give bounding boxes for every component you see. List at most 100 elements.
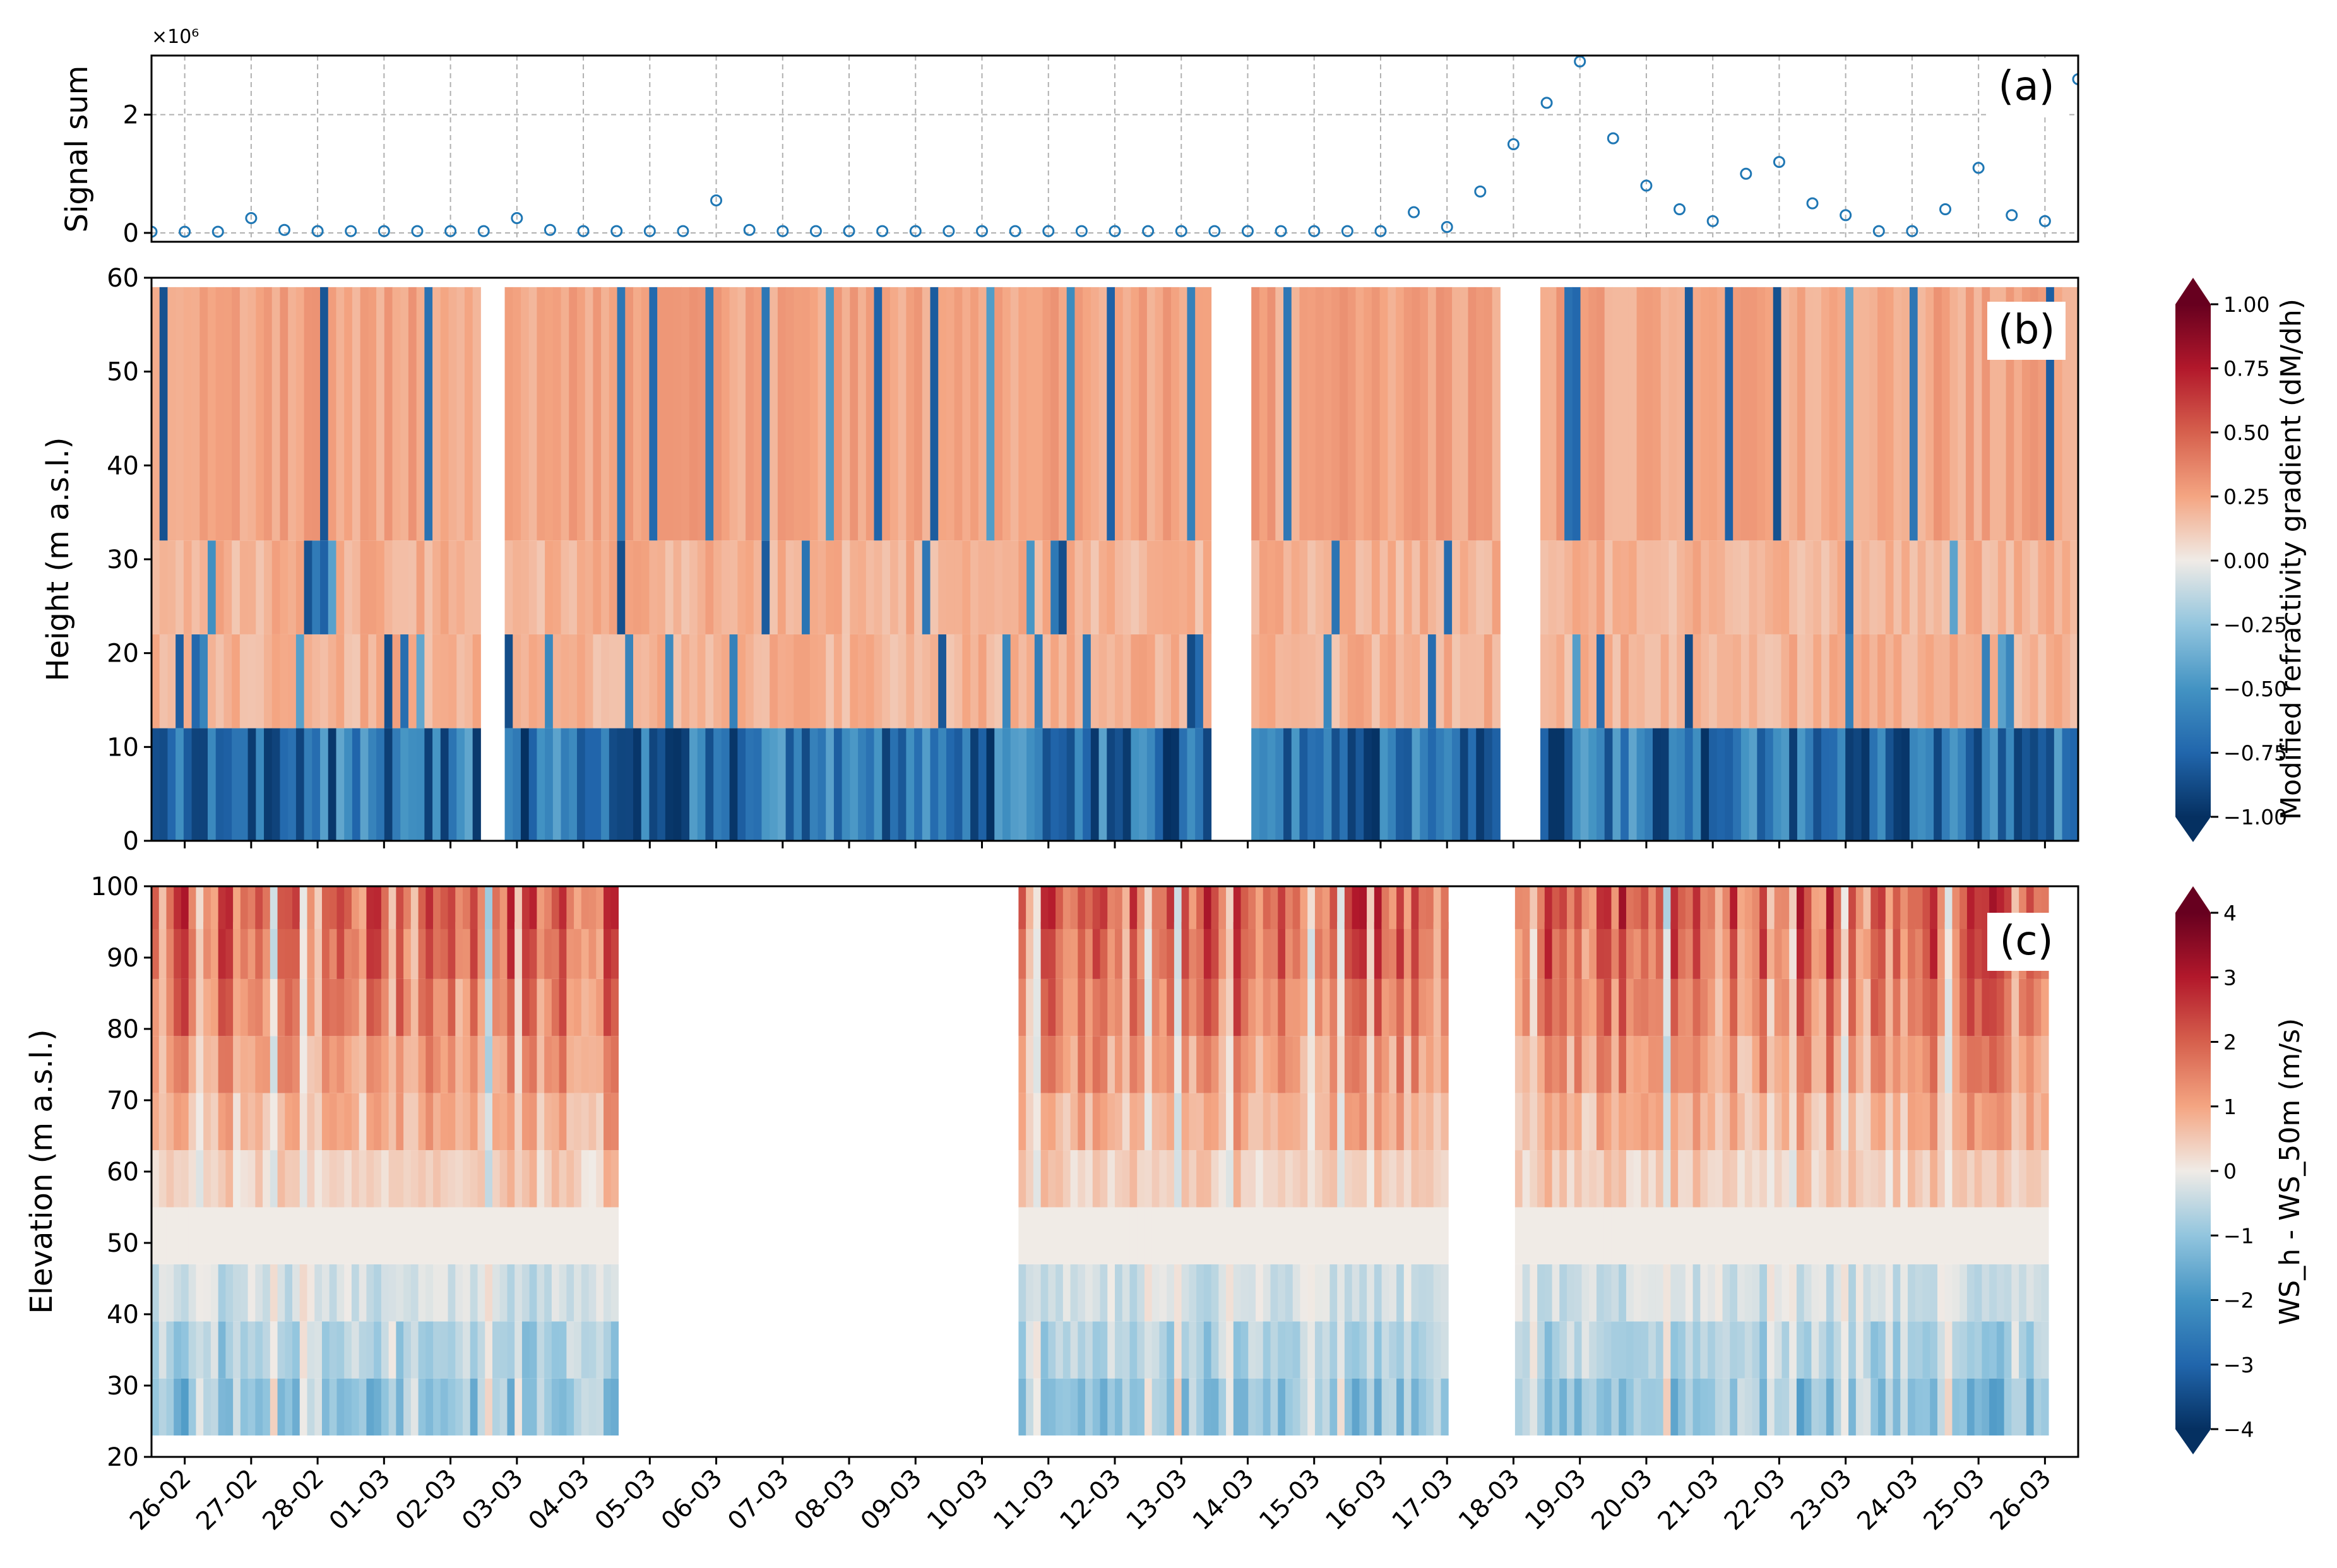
panel-c-cell: [359, 1264, 367, 1322]
panel-c-cell: [396, 1036, 404, 1093]
panel-b-cell: [1066, 540, 1075, 634]
panel-b-cell: [1379, 287, 1388, 541]
panel-c-cell: [1715, 1378, 1723, 1436]
panel-c-cell: [1819, 922, 1827, 979]
panel-b-cell: [1412, 728, 1420, 841]
panel-b-cell: [2038, 540, 2047, 634]
panel-c-cell: [247, 886, 256, 929]
panel-b-cell: [1548, 287, 1557, 541]
panel-b-cell: [1653, 540, 1662, 634]
panel-b-cell: [1171, 287, 1180, 541]
panel-c-cell: [1819, 1207, 1827, 1264]
panel-c-cell: [1966, 1207, 1975, 1264]
panel-c-cell: [1337, 922, 1345, 979]
panel-c-cell: [1870, 1207, 1879, 1264]
panel-c-cell: [210, 1150, 219, 1208]
panel-c-cell: [1514, 1321, 1523, 1379]
panel-c-cell: [188, 1378, 196, 1436]
panel-c-cell: [1211, 1093, 1219, 1151]
panel-c-cell: [1530, 886, 1538, 929]
panel-c-cell: [418, 1264, 426, 1322]
panel-b-cell: [1958, 728, 1966, 841]
panel-b-cell: [850, 634, 859, 728]
panel-c-cell: [1982, 1150, 1990, 1208]
panel-c-cell: [1581, 1378, 1590, 1436]
panel-c-cell: [1685, 1264, 1694, 1322]
panel-c-cell: [1700, 886, 1708, 929]
panel-c-cell: [1597, 886, 1605, 929]
panel-b-cell: [256, 634, 265, 728]
panel-b-cell: [601, 728, 610, 841]
panel-c-cell: [270, 1036, 278, 1093]
panel-b-cell: [264, 287, 273, 541]
panel-c-cell: [1811, 886, 1819, 929]
panel-a-grid: [152, 56, 2078, 242]
panel-b-cell: [288, 634, 297, 728]
panel-c-cell: [574, 1321, 582, 1379]
panel-c-cell: [2026, 1150, 2035, 1208]
panel-b-cell: [785, 728, 794, 841]
panel-c-cell: [1715, 1150, 1723, 1208]
panel-c-cell: [1581, 922, 1590, 979]
panel-b-cell: [1307, 287, 1316, 541]
panel-b-cell: [970, 287, 979, 541]
panel-c-cell: [225, 1264, 234, 1322]
panel-c-cell: [1678, 1036, 1686, 1093]
panel-b-cell: [392, 634, 401, 728]
panel-c-cell: [1278, 1264, 1286, 1322]
panel-c-cell: [537, 1150, 545, 1208]
panel-c-cell: [1930, 1264, 1938, 1322]
panel-c-cell: [403, 1036, 412, 1093]
panel-c-cell: [1189, 1378, 1197, 1436]
panel-b-cell: [1299, 634, 1308, 728]
panel-a-point: [1208, 225, 1221, 237]
panel-b-cell: [2054, 728, 2063, 841]
x-tick-label: 26-02: [124, 1464, 197, 1536]
panel-c-cell: [499, 1378, 508, 1436]
panel-c-cell: [1855, 1264, 1864, 1322]
panel-c-cell: [388, 1150, 396, 1208]
panel-b-cell: [456, 287, 465, 541]
panel-c-cell: [551, 886, 560, 929]
panel-c-cell: [1062, 1036, 1071, 1093]
panel-c-cell: [1322, 1207, 1330, 1264]
panel-c-cell: [1789, 886, 1797, 929]
panel-b-ytick-label: 60: [107, 264, 139, 293]
panel-c-cell: [240, 1264, 249, 1322]
panel-b-cell: [946, 287, 955, 541]
panel-b-cell: [1909, 287, 1918, 541]
panel-c-cell: [1226, 978, 1234, 1036]
panel-c-cell: [551, 1036, 560, 1093]
panel-b-cell: [874, 287, 883, 541]
panel-b-cell: [1146, 634, 1156, 728]
panel-b-cell: [328, 728, 336, 841]
panel-c-cell: [507, 1093, 515, 1151]
panel-c-cell: [529, 886, 537, 929]
panel-c-cell: [1018, 922, 1026, 979]
panel-c-cell: [1396, 1321, 1405, 1379]
panel-b-cell: [1564, 634, 1573, 728]
panel-c-cell: [2004, 1093, 2012, 1151]
panel-c-cell: [1122, 1036, 1130, 1093]
panel-c-cell: [1352, 1264, 1360, 1322]
panel-b-cell: [1355, 634, 1364, 728]
panel-c-cell: [1367, 922, 1375, 979]
panel-c-cell: [1048, 886, 1056, 929]
panel-c-cell: [1026, 1378, 1034, 1436]
panel-c-cell: [1085, 1321, 1093, 1379]
panel-c-cell: [1218, 1321, 1227, 1379]
panel-c-cell: [1367, 1321, 1375, 1379]
panel-c-cell: [566, 1321, 574, 1379]
cbar-c-ticks-tick-label: −4: [2223, 1417, 2254, 1442]
panel-c-cell: [1240, 1150, 1249, 1208]
panel-c-cell: [1730, 978, 1738, 1036]
panel-c-cell: [314, 1093, 323, 1151]
panel-b-cell: [552, 634, 562, 728]
panel-b-xticks: [184, 841, 2046, 848]
panel-a-point: [1308, 225, 1321, 237]
panel-c-cell: [225, 922, 234, 979]
panel-c-cell: [1337, 1264, 1345, 1322]
panel-c-cell: [1922, 1093, 1930, 1151]
panel-c-cell: [529, 1036, 537, 1093]
panel-c-cell: [1878, 1036, 1886, 1093]
